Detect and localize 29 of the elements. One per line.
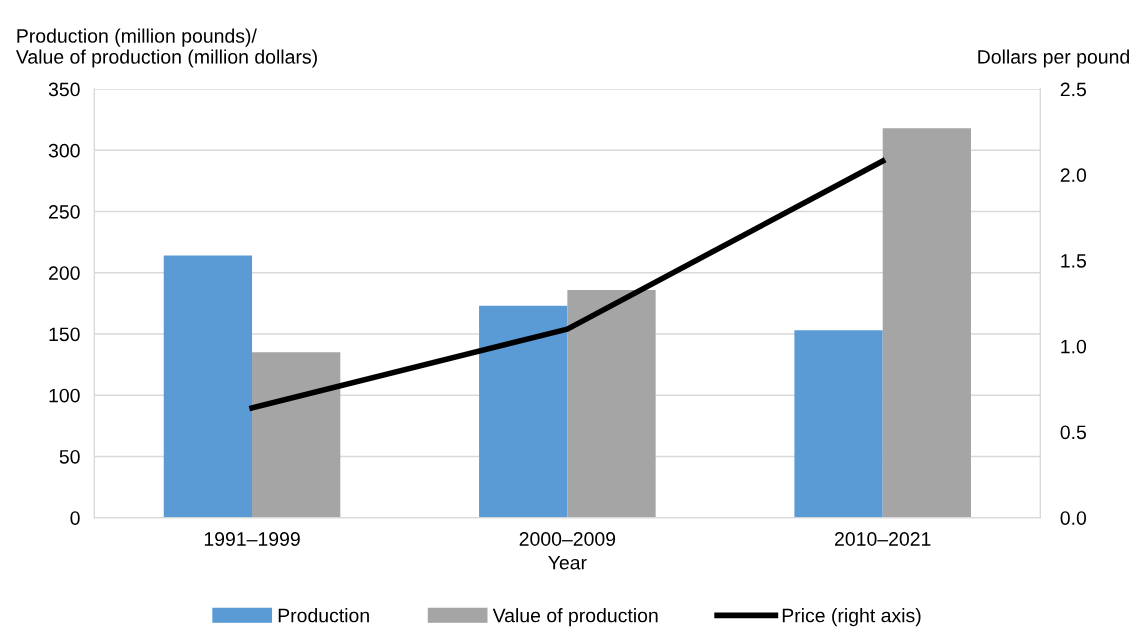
x-tick-label: 2010–2021: [835, 532, 931, 546]
bar: [794, 330, 883, 518]
bar: [479, 305, 568, 518]
y-tick-label: 350: [48, 82, 80, 97]
y-tick-label: 250: [49, 204, 80, 219]
y2-tick-label: 2.0: [1060, 168, 1087, 183]
bar: [252, 352, 341, 518]
x-tick-label: 1991–1999: [204, 532, 300, 546]
y2-tick-label: 0.5: [1060, 425, 1087, 440]
x-tick-label: 2000–2009: [519, 532, 616, 546]
y-tick-label: 0: [70, 511, 80, 525]
y2-tick-label: 1.5: [1061, 254, 1087, 268]
legend-label: Value of production: [492, 608, 658, 627]
y-tick-label: 150: [49, 327, 80, 342]
y2-tick-label: 1.0: [1061, 339, 1087, 354]
y2-tick-label: 0.0: [1060, 511, 1087, 525]
legend-label: Production: [278, 608, 369, 623]
y2-axis-title: Dollars per pound: [978, 49, 1129, 68]
bar: [882, 128, 971, 518]
y-tick-label: 100: [49, 388, 80, 403]
y2-tick-label: 2.5: [1060, 82, 1087, 97]
y-tick-label: 200: [49, 266, 80, 280]
y-axis-title: Production (million pounds)/ Value of production (million dollars): [15, 28, 317, 68]
y-tick-label: 300: [48, 143, 80, 158]
y-tick-label: 50: [59, 449, 80, 464]
bar: [163, 255, 253, 518]
legend-label: Price (right axis): [782, 608, 921, 627]
bar: [567, 289, 656, 518]
x-axis-title: Year: [548, 555, 587, 570]
